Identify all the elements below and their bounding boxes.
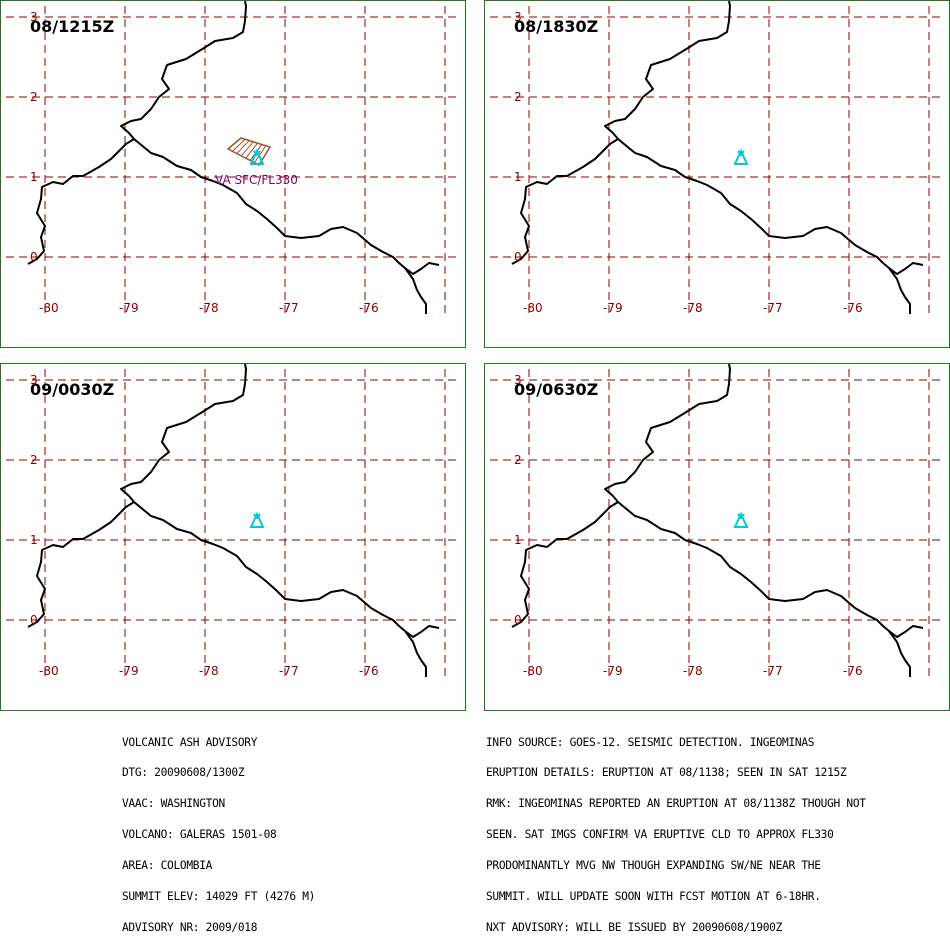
- latitude-label: 0: [514, 250, 522, 264]
- map-canvas: -80 -79 -78 -77 -76 0 1 2 3: [6, 364, 461, 680]
- remark-line: SUMMIT. WILL UPDATE SOON WITH FCST MOTIO…: [486, 890, 821, 904]
- remark-line: RMK: INGEOMINAS REPORTED AN ERUPTION AT …: [486, 797, 866, 811]
- coastline: [27, 364, 440, 677]
- longitude-label: -77: [763, 301, 783, 315]
- panel-timestamp: 08/1830Z: [514, 17, 599, 36]
- latitude-label: 1: [514, 533, 522, 547]
- forecast-panel: -80 -79 -78 -77 -76 0 1 2 3 09/0030Z: [0, 363, 466, 711]
- latitude-label: 0: [30, 613, 38, 627]
- ash-level-label: VA SFC/FL330: [215, 173, 298, 187]
- latitude-label: 0: [30, 250, 38, 264]
- ash-cloud-area: [226, 137, 272, 166]
- longitude-label: -77: [763, 664, 783, 678]
- latitude-label: 2: [30, 90, 38, 104]
- volcano-icon: [733, 148, 749, 165]
- volcano-icon: [733, 511, 749, 528]
- advisory-line: ADVISORY NR: 2009/018: [122, 920, 258, 934]
- longitude-label: -78: [199, 664, 219, 678]
- longitude-label: -78: [683, 301, 703, 315]
- advisory-line: VAAC: WASHINGTON: [122, 797, 225, 811]
- advisory-line: SUMMIT ELEV: 14029 FT (4276 M): [122, 890, 316, 904]
- longitude-label: -80: [39, 664, 59, 678]
- coastline: [511, 364, 924, 677]
- latitude-label: 0: [514, 613, 522, 627]
- latitude-label: 2: [514, 453, 522, 467]
- longitude-label: -76: [359, 664, 379, 678]
- forecast-panel: -80 -79 -78 -77 -76 0 1 2 3 08/1830Z: [484, 0, 950, 348]
- longitude-label: -80: [523, 664, 543, 678]
- longitude-label: -80: [523, 301, 543, 315]
- remark-line: ERUPTION DETAILS: ERUPTION AT 08/1138; S…: [486, 766, 847, 780]
- longitude-label: -76: [843, 664, 863, 678]
- latitude-label: 2: [30, 453, 38, 467]
- longitude-label: -77: [279, 664, 299, 678]
- remark-line: PRODOMINANTLY MVG NW THOUGH EXPANDING SW…: [486, 859, 821, 873]
- map-canvas: -80 -79 -78 -77 -76 0 1 2 3 VA SFC/FL330: [6, 1, 461, 317]
- longitude-label: -76: [359, 301, 379, 315]
- map-canvas: -80 -79 -78 -77 -76 0 1 2 3: [490, 364, 945, 680]
- longitude-label: -79: [603, 301, 623, 315]
- longitude-label: -76: [843, 301, 863, 315]
- longitude-label: -79: [119, 664, 139, 678]
- longitude-label: -77: [279, 301, 299, 315]
- longitude-label: -79: [603, 664, 623, 678]
- advisory-line: VOLCANO: GALERAS 1501-08: [122, 828, 277, 842]
- longitude-label: -79: [119, 301, 139, 315]
- longitude-label: -78: [199, 301, 219, 315]
- volcano-icon: [249, 511, 265, 528]
- advisory-line: DTG: 20090608/1300Z: [122, 766, 245, 780]
- remark-line: SEEN. SAT IMGS CONFIRM VA ERUPTIVE CLD T…: [486, 828, 834, 842]
- latitude-label: 2: [514, 90, 522, 104]
- advisory-remarks: INFO SOURCE: GOES-12. SEISMIC DETECTION.…: [486, 717, 866, 944]
- advisory-line: AREA: COLOMBIA: [122, 859, 213, 873]
- latitude-label: 3: [514, 373, 522, 387]
- panel-timestamp: 08/1215Z: [30, 17, 115, 36]
- remark-line: NXT ADVISORY: WILL BE ISSUED BY 20090608…: [486, 920, 783, 934]
- forecast-panel: -80 -79 -78 -77 -76 0 1 2 3 09/0630Z: [484, 363, 950, 711]
- latitude-label: 1: [30, 170, 38, 184]
- latitude-label: 3: [514, 10, 522, 24]
- latitude-label: 1: [30, 533, 38, 547]
- latitude-label: 1: [514, 170, 522, 184]
- latitude-label: 3: [30, 10, 38, 24]
- map-canvas: -80 -79 -78 -77 -76 0 1 2 3: [490, 1, 945, 317]
- coastline: [511, 1, 924, 314]
- forecast-panel: -80 -79 -78 -77 -76 0 1 2 3 VA SFC/FL330 08/1215Z: [0, 0, 466, 348]
- panel-timestamp: 09/0630Z: [514, 380, 599, 399]
- remark-line: INFO SOURCE: GOES-12. SEISMIC DETECTION.…: [486, 735, 815, 749]
- longitude-label: -78: [683, 664, 703, 678]
- advisory-header: VOLCANIC ASH ADVISORY DTG: 20090608/1300…: [122, 717, 315, 944]
- latitude-label: 3: [30, 373, 38, 387]
- coastline: [27, 1, 440, 314]
- panel-timestamp: 09/0030Z: [30, 380, 115, 399]
- longitude-label: -80: [39, 301, 59, 315]
- advisory-line: VOLCANIC ASH ADVISORY: [122, 735, 258, 749]
- volcano-icon: [249, 148, 265, 165]
